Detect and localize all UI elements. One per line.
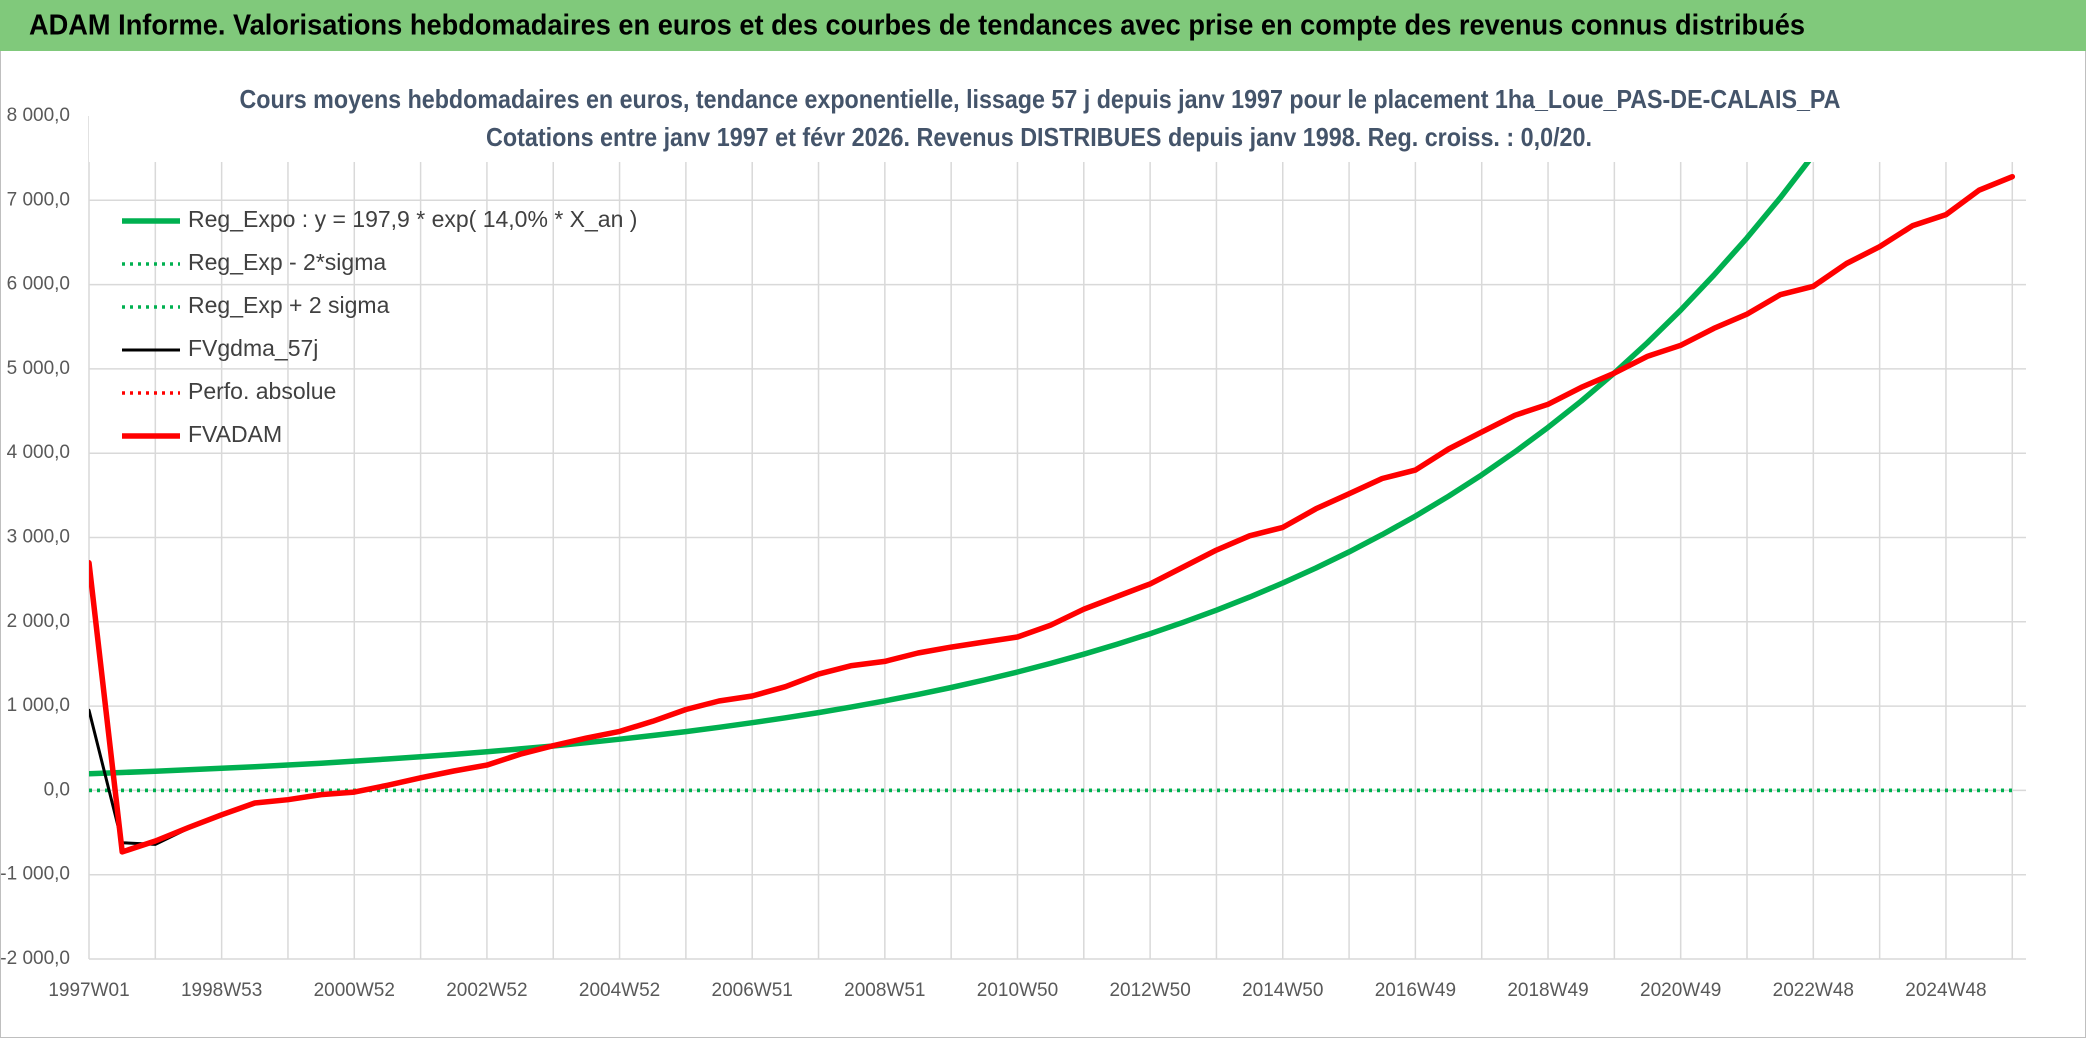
legend-label: Reg_Exp + 2 sigma — [188, 292, 390, 318]
x-tick-label: 1997W01 — [48, 980, 129, 1001]
x-tick-label: 2022W48 — [1773, 980, 1854, 1001]
x-tick-label: 2002W52 — [446, 980, 527, 1001]
legend-label: Reg_Exp - 2*sigma — [188, 249, 386, 275]
y-tick-label: 4 000,0 — [7, 442, 70, 463]
y-tick-label: -2 000,0 — [0, 948, 70, 969]
x-tick-label: 2016W49 — [1375, 980, 1456, 1001]
x-tick-label: 2020W49 — [1640, 980, 1721, 1001]
header-bar — [0, 0, 2086, 51]
x-tick-label: 2014W50 — [1242, 980, 1323, 1001]
x-tick-label: 2012W50 — [1109, 980, 1190, 1001]
series-line — [89, 116, 1845, 777]
legend-label: Perfo. absolue — [188, 378, 336, 404]
y-tick-label: 2 000,0 — [7, 611, 70, 632]
series-line — [89, 173, 2016, 855]
y-tick-label: 3 000,0 — [7, 527, 70, 548]
series-group — [89, 116, 2016, 855]
y-tick-label: 0,0 — [44, 779, 70, 800]
header-title: ADAM Informe. Valorisations hebdomadaire… — [29, 10, 1805, 42]
legend-label: FVADAM — [188, 421, 282, 447]
x-tick-label: 2024W48 — [1905, 980, 1986, 1001]
axis-labels: -2 000,0 -1 000,0 0,0 1 000,0 2 000,0 3 000,0… — [0, 105, 1986, 1001]
x-tick-label: 2010W50 — [977, 980, 1058, 1001]
x-tick-label: 2006W51 — [712, 980, 793, 1001]
chart-title: Cours moyens hebdomadaires en euros, ten… — [240, 84, 1841, 114]
y-tick-label: 6 000,0 — [7, 274, 70, 295]
y-tick-label: 7 000,0 — [7, 189, 70, 210]
x-tick-label: 2000W52 — [314, 980, 395, 1001]
legend-label: FVgdma_57j — [188, 335, 318, 361]
chart-subtitle: Cotations entre janv 1997 et févr 2026. … — [486, 122, 1592, 152]
y-tick-label: -1 000,0 — [0, 864, 70, 885]
x-tick-label: 2004W52 — [579, 980, 660, 1001]
y-tick-label: 8 000,0 — [7, 105, 70, 126]
y-tick-label: 5 000,0 — [7, 358, 70, 379]
x-tick-label: 2008W51 — [844, 980, 925, 1001]
legend-label: Reg_Expo : y = 197,9 * exp( 14,0% * X_an… — [188, 206, 637, 232]
legend: Reg_Expo : y = 197,9 * exp( 14,0% * X_an… — [122, 206, 637, 447]
y-tick-label: 1 000,0 — [7, 695, 70, 716]
x-tick-label: 2018W49 — [1507, 980, 1588, 1001]
grid — [88, 115, 2026, 960]
x-tick-label: 1998W53 — [181, 980, 262, 1001]
title-background — [89, 60, 2039, 162]
